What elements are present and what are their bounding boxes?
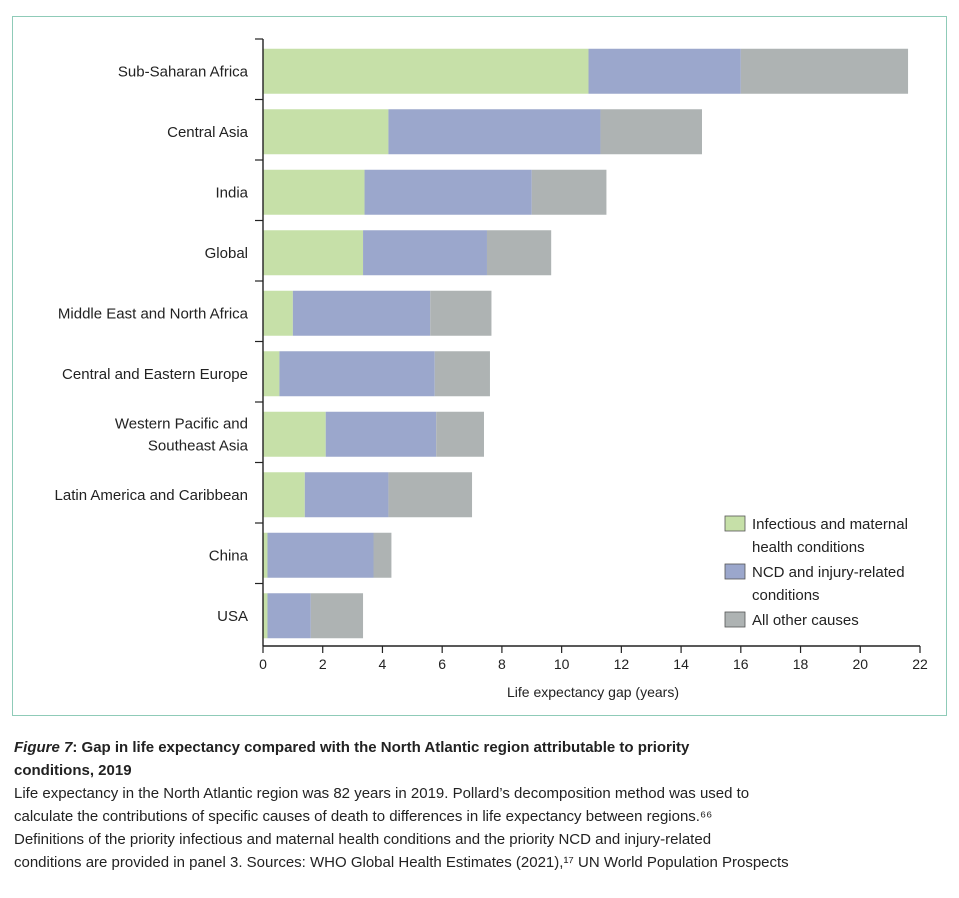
caption-title-line2: conditions, 2019 [14,762,132,779]
category-label: Central and Eastern Europe [62,366,248,383]
legend-label-1: Infectious and maternal health conditions [752,516,908,556]
bar-segment-2 [292,290,431,336]
bar-segment-1 [263,109,389,155]
category-label: Sub-Saharan Africa [118,63,249,80]
caption-title-text: : Gap in life expectancy compared with t… [72,739,690,756]
legend-swatch-1 [724,515,746,532]
category-label: China [209,547,249,564]
bar-segment-2 [363,230,487,276]
bar-segment-2 [267,593,311,639]
x-tick-label: 8 [498,656,506,672]
bar-segment-1 [263,532,268,578]
caption-title: Figure 7: Gap in life expectancy compare… [14,736,949,759]
bar-segment-3 [600,109,702,155]
figure-number: Figure 7 [14,739,73,756]
legend-label-3: All other causes [752,612,859,629]
figure-caption: Figure 7: Gap in life expectancy compare… [14,736,949,874]
x-tick-label: 10 [554,656,570,672]
bar-segment-1 [263,48,589,94]
caption-body-line: conditions are provided in panel 3. Sour… [14,854,789,871]
legend: Infectious and maternal health conditions… [724,515,908,629]
bar-segment-1 [263,230,364,276]
x-tick-label: 2 [319,656,327,672]
axis-layer: 0 2 4 6 8 10 12 14 16 18 20 22 [255,38,928,672]
labels-layer: Sub-Saharan Africa Central Asia India Globa… [55,63,249,625]
bar-segment-1 [263,472,305,518]
x-tick-label: 4 [379,656,387,672]
bar-segment-2 [388,109,601,155]
stacked-bar-chart: 0 2 4 6 8 10 12 14 16 18 20 22 Sub-Saharan Africa Ce… [55,38,928,700]
bar-segment-3 [740,48,909,94]
category-label: Western Pacific and Southeast Asia [115,415,249,454]
chart-frame: 0 2 4 6 8 10 12 14 16 18 20 22 Sub-Saharan Africa Ce… [12,16,947,716]
bar-segment-3 [388,472,473,518]
bar-segment-3 [434,351,490,397]
bar-segment-2 [325,411,437,457]
legend-swatch-3 [724,611,746,628]
bar-segment-2 [588,48,741,94]
bar-segment-1 [263,411,326,457]
bar-segment-1 [263,351,280,397]
legend-swatch-2 [724,563,746,580]
caption-body-line: calculate the contributions of specific … [14,808,713,825]
category-label: Central Asia [167,124,249,141]
x-tick-label: 22 [912,656,928,672]
x-axis-title: Life expectancy gap (years) [507,684,679,700]
legend-label-2: NCD and injury-related conditions [752,564,905,604]
x-tick-label: 14 [673,656,689,672]
x-tick-label: 16 [733,656,749,672]
category-label: Middle East and North Africa [58,305,249,322]
category-label: Global [205,245,248,262]
caption-body-line: Definitions of the priority infectious a… [14,831,712,848]
bar-segment-1 [263,593,268,639]
bar-segment-3 [373,532,392,578]
x-tick-label: 20 [852,656,868,672]
bars-layer [263,48,909,639]
category-label: USA [217,608,248,625]
x-tick-label: 12 [614,656,630,672]
bar-segment-1 [263,290,293,336]
bar-segment-2 [279,351,435,397]
bar-segment-3 [486,230,552,276]
x-tick-label: 6 [438,656,446,672]
x-tick-label: 18 [793,656,809,672]
bar-segment-2 [364,169,532,215]
category-label: Latin America and Caribbean [55,487,248,504]
x-tick-label: 0 [259,656,267,672]
bar-segment-3 [310,593,364,639]
caption-body-line: Life expectancy in the North Atlantic re… [14,785,750,802]
bar-segment-3 [436,411,484,457]
bar-segment-1 [263,169,365,215]
category-label: India [215,184,248,201]
bar-segment-2 [267,532,374,578]
bar-segment-2 [304,472,389,518]
bar-segment-3 [430,290,492,336]
bar-segment-3 [531,169,607,215]
